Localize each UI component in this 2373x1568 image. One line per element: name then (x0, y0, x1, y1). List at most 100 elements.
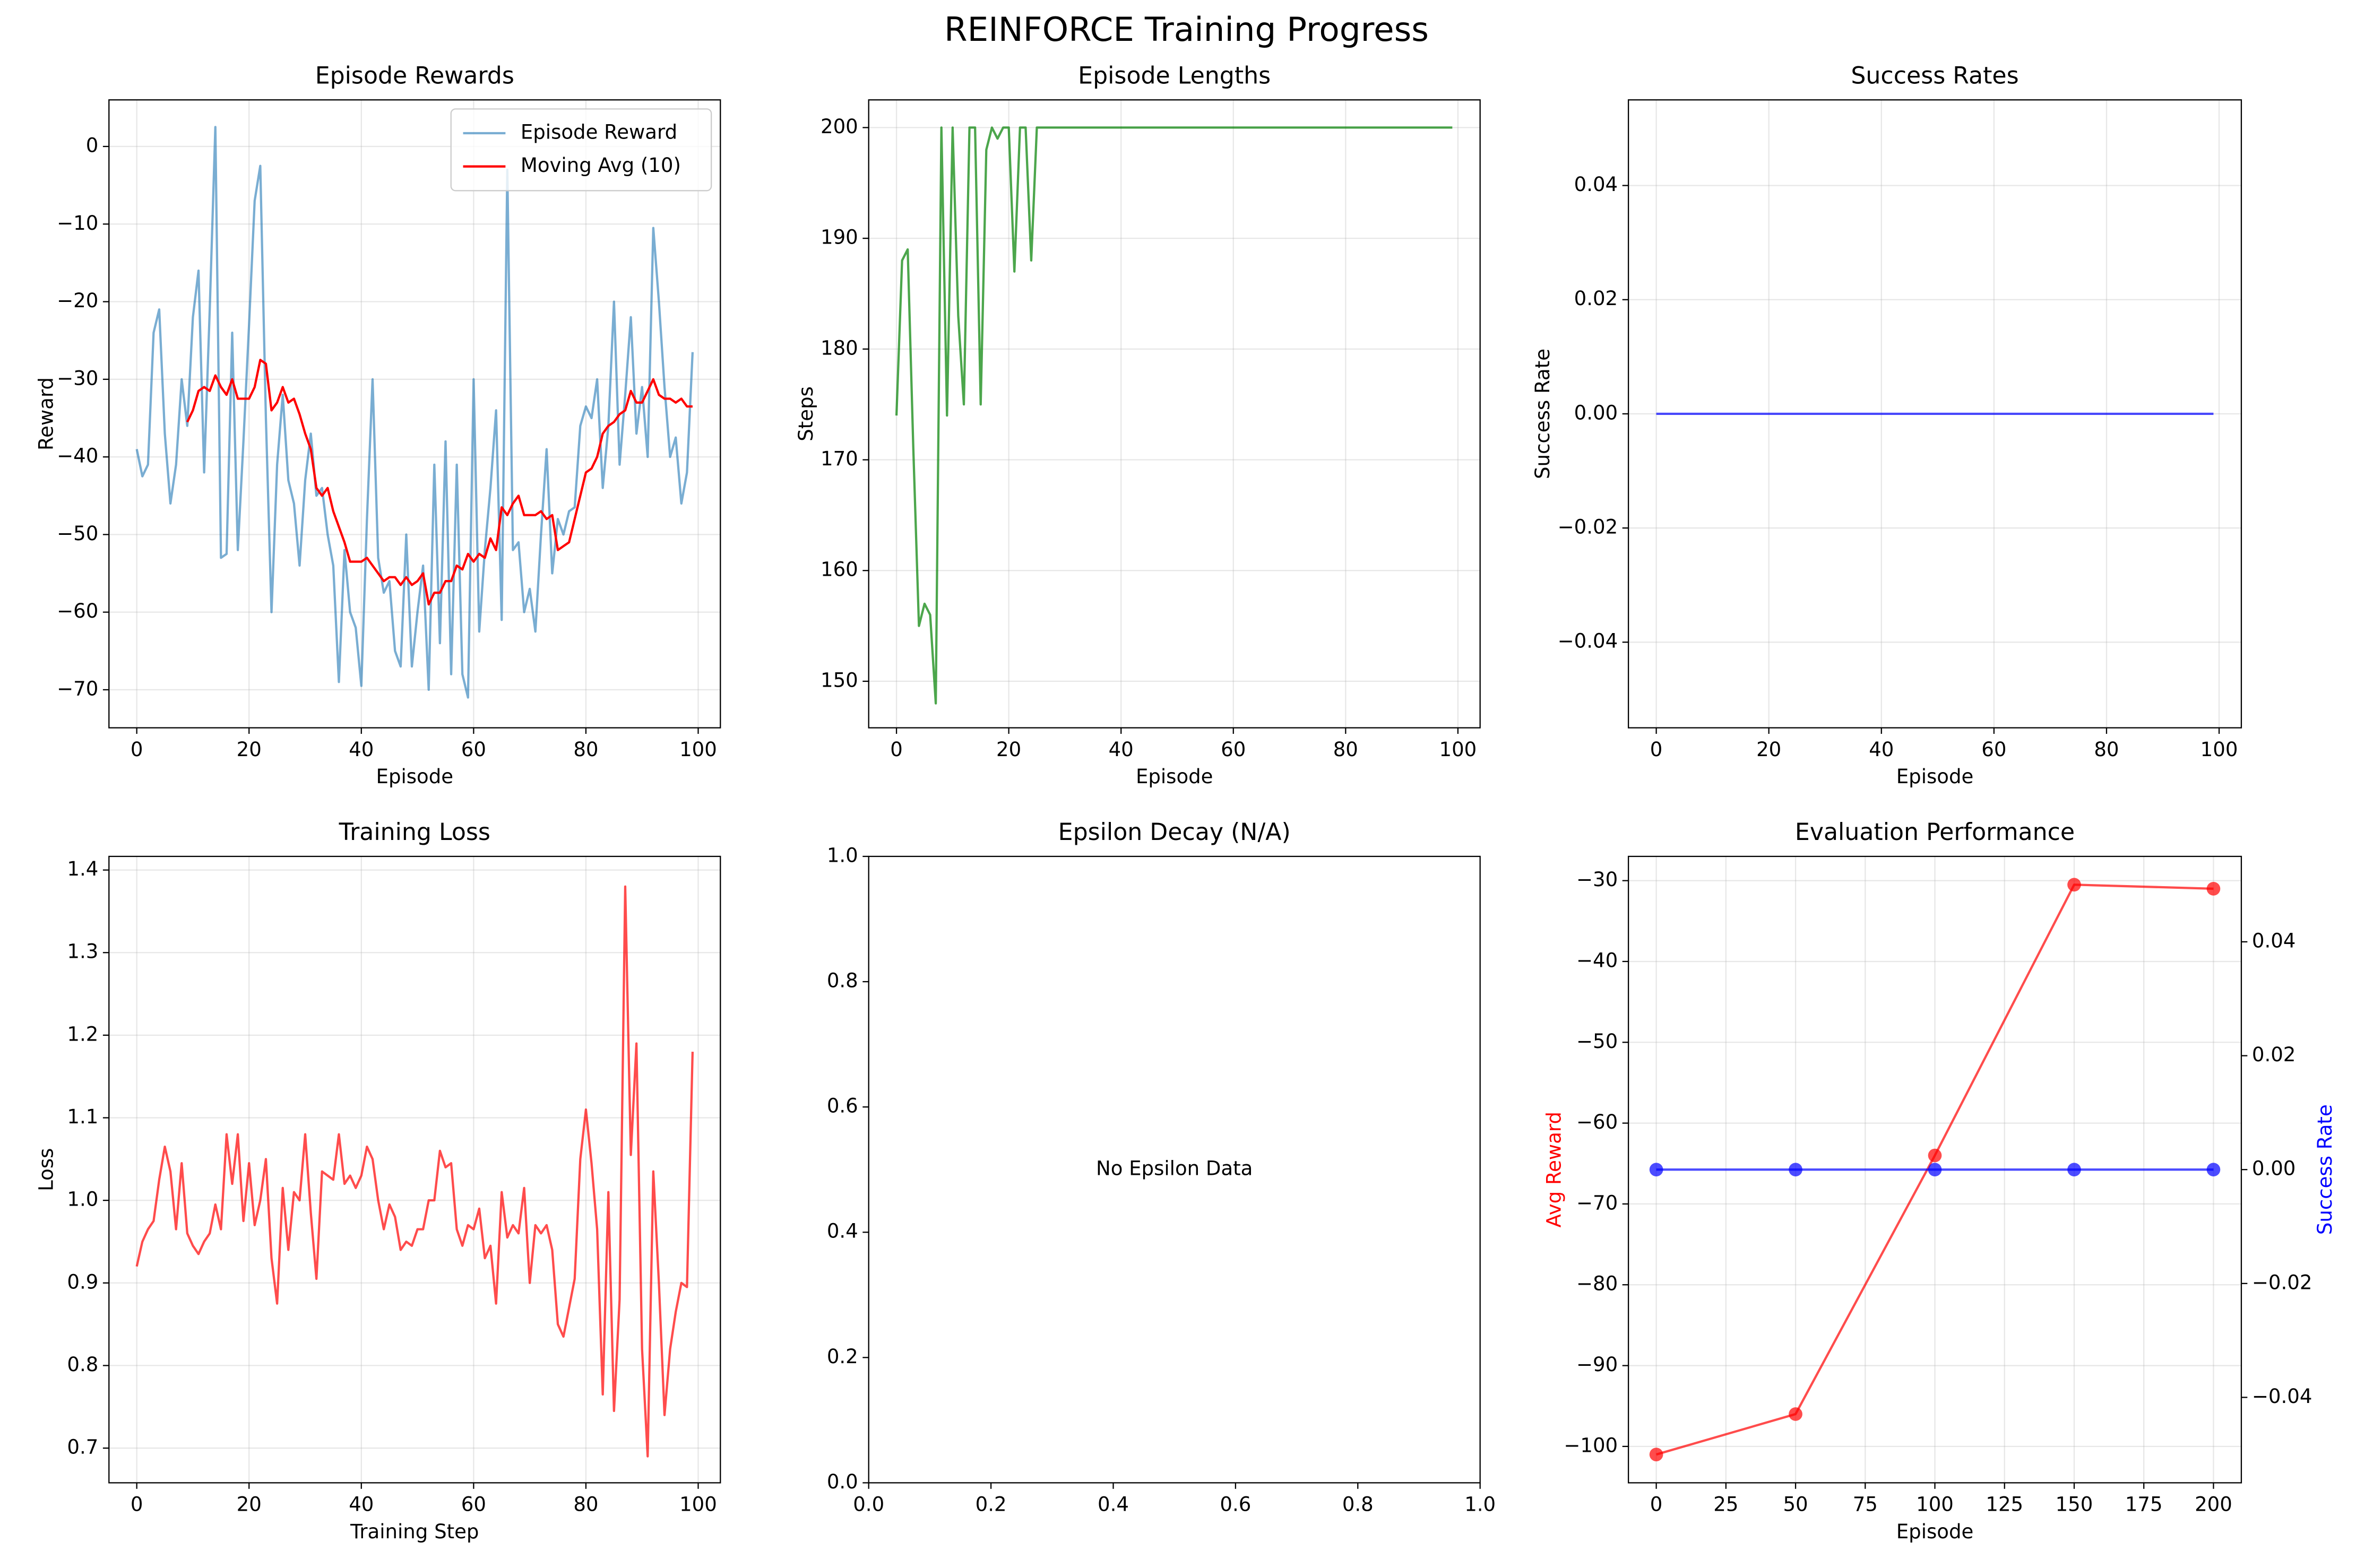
y-tick-label: −70 (1576, 1191, 1618, 1214)
data-point (2206, 1163, 2221, 1177)
x-tick-label: 125 (1986, 1493, 2023, 1516)
y-tick-label: 1.2 (67, 1023, 98, 1045)
x-tick-label: 40 (349, 738, 374, 761)
x-tick-label: 100 (1439, 738, 1477, 761)
y-tick-label: 0.9 (67, 1270, 98, 1293)
data-line (135, 885, 694, 1458)
x-tick-label: 60 (1981, 738, 2006, 761)
y-tick-label: 170 (821, 447, 858, 470)
x-tick-label: 60 (461, 1493, 486, 1516)
x-axis-label: Training Step (350, 1520, 479, 1543)
y-tick-label: 0.8 (67, 1353, 98, 1376)
x-tick-label: 80 (2094, 738, 2119, 761)
data-line (135, 126, 694, 699)
y-tick-label: 1.3 (67, 940, 98, 963)
y-tick-label: −70 (57, 677, 98, 700)
x-tick-label: 200 (2195, 1493, 2232, 1516)
x-tick-label: 20 (1756, 738, 1781, 761)
x-tick-label: 40 (1869, 738, 1894, 761)
x-tick-label: 20 (996, 738, 1021, 761)
y-tick-label: −0.04 (1558, 630, 1618, 653)
y-tick-label: 0.2 (827, 1345, 858, 1368)
data-point (1789, 1407, 1802, 1421)
y-tick-label: −50 (57, 522, 98, 545)
x-axis-label: Episode (376, 765, 454, 788)
x-tick-label: 20 (237, 738, 262, 761)
y-tick-label: −20 (57, 289, 98, 312)
x-tick-label: 60 (1221, 738, 1246, 761)
data-point (1649, 1163, 1663, 1177)
y-tick-label: −60 (57, 600, 98, 622)
x-tick-label: 100 (2201, 738, 2238, 761)
legend-label: Moving Avg (10) (521, 154, 681, 177)
x-tick-label: 1.0 (1464, 1493, 1496, 1516)
x-tick-label: 0 (131, 1493, 143, 1516)
y-tick-label: 0 (86, 134, 99, 157)
axes-title: Evaluation Performance (1795, 819, 2075, 846)
axes-title: Episode Rewards (315, 62, 514, 89)
y-tick-label: 1.0 (67, 1188, 98, 1211)
y-tick-label: 0.4 (827, 1220, 858, 1243)
x-tick-label: 100 (679, 1493, 717, 1516)
legend-label: Episode Reward (521, 120, 677, 143)
x-tick-label: 0.2 (976, 1493, 1007, 1516)
figure-title: REINFORCE Training Progress (944, 10, 1429, 49)
x-tick-label: 100 (679, 738, 717, 761)
y-tick-label: −40 (1576, 949, 1618, 972)
x-tick-label: 0.6 (1220, 1493, 1251, 1516)
x-tick-label: 80 (573, 1493, 598, 1516)
x-axis-label: Episode (1896, 1520, 1974, 1543)
x-tick-label: 0.4 (1098, 1493, 1129, 1516)
y2-axis-label: Success Rate (2314, 1104, 2336, 1235)
axes-title: Episode Lengths (1078, 62, 1271, 89)
y-tick-label: 0.0 (827, 1470, 858, 1493)
x-axis-label: Episode (1896, 765, 1974, 788)
data-point (1789, 1163, 1802, 1177)
x-tick-label: 0 (1650, 738, 1663, 761)
axes-title: Success Rates (1851, 62, 2018, 89)
y-tick-label: 0.00 (1574, 401, 1618, 424)
y-axis-label: Reward (34, 377, 57, 451)
y2-tick-label: 0.00 (2252, 1157, 2296, 1180)
y-tick-label: 200 (821, 115, 858, 138)
y-tick-label: −60 (1576, 1111, 1618, 1133)
x-tick-label: 40 (349, 1493, 374, 1516)
y-tick-label: 0.7 (67, 1436, 98, 1459)
data-point (2067, 1163, 2081, 1177)
y-tick-label: 1.1 (67, 1105, 98, 1128)
annotation: No Epsilon Data (1096, 1157, 1253, 1180)
y-tick-label: −10 (57, 212, 98, 235)
x-tick-label: 150 (2056, 1493, 2093, 1516)
y-tick-label: 0.02 (1574, 287, 1618, 310)
y-tick-label: −90 (1576, 1353, 1618, 1376)
y-tick-label: 0.8 (827, 969, 858, 992)
y-axis-label: Avg Reward (1543, 1112, 1566, 1227)
y-tick-label: −40 (57, 445, 98, 467)
y-tick-label: −100 (1564, 1434, 1618, 1457)
y-tick-label: −50 (1576, 1030, 1618, 1053)
y-axis-label: Success Rate (1531, 349, 1554, 479)
x-tick-label: 175 (2125, 1493, 2163, 1516)
axes-title: Epsilon Decay (N/A) (1058, 819, 1291, 846)
y-tick-label: −30 (57, 367, 98, 389)
axes-title: Training Loss (339, 819, 490, 846)
y-tick-label: 150 (821, 669, 858, 691)
x-tick-label: 0 (890, 738, 903, 761)
data-point (1649, 1448, 1663, 1461)
y-tick-label: 160 (821, 558, 858, 581)
data-line (186, 359, 693, 606)
data-line (895, 126, 1453, 705)
y-axis-label: Loss (34, 1148, 57, 1191)
data-point (2206, 882, 2221, 896)
y2-tick-label: −0.02 (2252, 1271, 2312, 1294)
x-tick-label: 75 (1853, 1493, 1878, 1516)
data-point (1928, 1148, 1942, 1163)
x-tick-label: 0 (131, 738, 143, 761)
x-tick-label: 20 (237, 1493, 262, 1516)
x-tick-label: 60 (461, 738, 486, 761)
y-tick-label: −0.02 (1558, 516, 1618, 539)
x-axis-label: Episode (1136, 765, 1213, 788)
y-tick-label: 180 (821, 336, 858, 359)
